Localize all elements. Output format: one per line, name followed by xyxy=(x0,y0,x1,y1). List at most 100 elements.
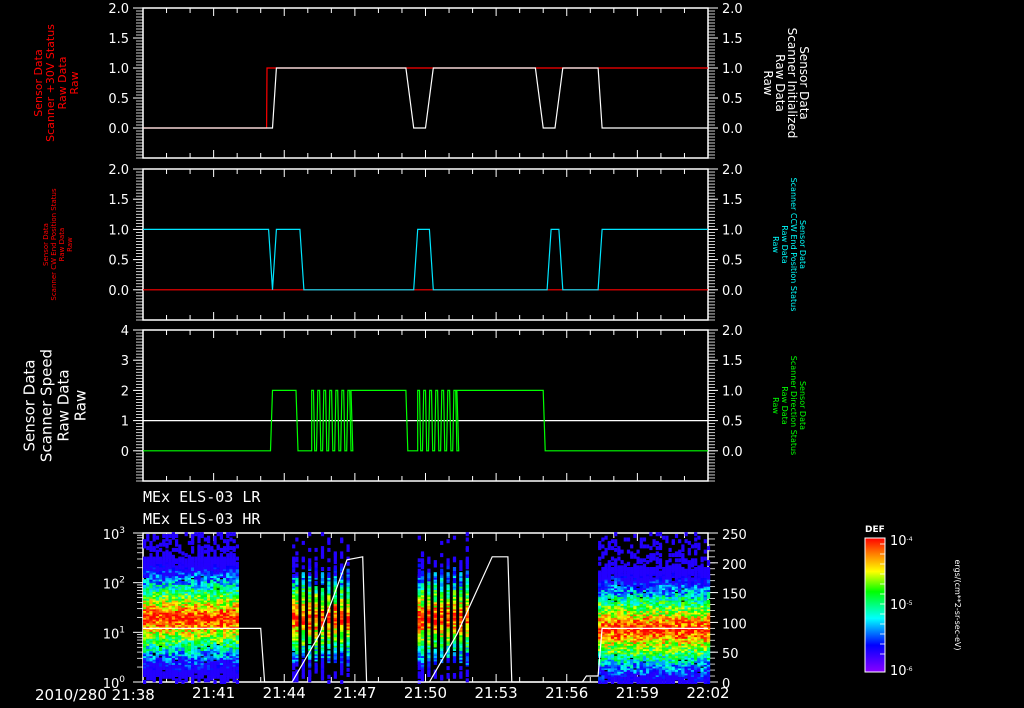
spectrogram-cell xyxy=(203,537,207,542)
axis-label: 21:44 xyxy=(263,684,306,702)
spectrogram-cell xyxy=(614,678,618,683)
spectrogram-cell xyxy=(452,652,457,657)
spectrogram-cell xyxy=(184,647,188,651)
spectrogram-cell xyxy=(226,572,230,577)
axis-label: 1.5 xyxy=(108,32,129,47)
spectrogram-cell xyxy=(152,546,156,551)
spectrogram-cell xyxy=(452,657,457,662)
spectrogram-cell xyxy=(314,547,318,552)
spectrogram-cell xyxy=(171,589,175,594)
spectrogram-cell xyxy=(194,664,198,669)
spectrogram-cell xyxy=(610,556,615,561)
spectrogram-cell xyxy=(178,664,182,669)
axis-label: Telemetry xyxy=(778,574,793,639)
spectrogram-cell xyxy=(327,589,331,594)
spectrogram-cell xyxy=(607,600,611,604)
spectrogram-cell xyxy=(614,655,618,660)
spectrogram-cell xyxy=(187,645,191,650)
spectrogram-cell xyxy=(301,565,305,570)
spectrogram-cell xyxy=(184,580,188,585)
spectrogram-cell xyxy=(149,553,153,558)
spectrogram-cell xyxy=(159,678,163,683)
spectrogram-cell xyxy=(636,575,640,580)
spectrogram-cell xyxy=(165,549,169,554)
spectrogram-cell xyxy=(197,648,201,653)
spectrogram-cell xyxy=(200,589,204,594)
spectrogram-cell xyxy=(617,556,621,561)
axis-label: 0.0 xyxy=(108,122,129,137)
spectrogram-cell xyxy=(633,553,637,558)
spectrogram-cell xyxy=(168,539,172,544)
spectrogram-cell xyxy=(219,553,223,558)
spectrogram-cell xyxy=(320,553,325,558)
spectrogram-cell xyxy=(433,563,437,568)
spectrogram-cell xyxy=(162,660,166,665)
spectrogram-cell xyxy=(446,561,450,566)
spectrogram-cell xyxy=(333,551,337,556)
spectrogram-cell xyxy=(420,551,425,556)
spectrogram-cell xyxy=(171,532,175,537)
spectrogram-cell xyxy=(417,666,421,671)
spectrogram-cell xyxy=(633,662,637,667)
spectrogram-cell xyxy=(165,534,169,538)
spectrogram-cell xyxy=(446,539,450,544)
spectrogram-cell xyxy=(210,556,214,561)
axis-label: 200 xyxy=(722,558,747,573)
spectrogram-cell xyxy=(155,580,159,585)
spectrogram-cell xyxy=(232,648,236,653)
axis-label: Unitless xyxy=(764,582,779,634)
axis-label: 21:41 xyxy=(192,684,235,702)
spectrogram-cell xyxy=(171,535,175,540)
spectrogram-cell xyxy=(232,669,236,674)
spectrogram-cell xyxy=(617,653,621,658)
spectrogram-cell xyxy=(649,556,653,561)
spectrogram-cell xyxy=(459,671,463,676)
spectrogram-cell xyxy=(184,586,188,591)
spectrogram-cell xyxy=(152,648,156,653)
spectrogram-cell xyxy=(194,572,198,577)
spectrogram-cell xyxy=(465,570,469,575)
spectrogram-cell xyxy=(207,551,211,556)
spectrogram-cell xyxy=(197,577,201,582)
axis-label: 2.0 xyxy=(722,163,743,178)
spectrogram-cell xyxy=(175,558,179,563)
spectrogram-cell xyxy=(607,589,611,594)
spectrogram-cell xyxy=(191,556,195,561)
spectrogram-cell xyxy=(465,657,469,662)
spectrogram-cell xyxy=(642,537,647,542)
spectrogram-cell xyxy=(652,577,656,582)
spectrogram-cell xyxy=(165,554,169,559)
spectrogram-cell xyxy=(213,563,217,568)
spectrogram-cell xyxy=(181,655,185,660)
spectrogram-cell xyxy=(308,678,312,683)
spectrogram-cell xyxy=(159,647,163,651)
spectrogram-cell xyxy=(143,647,147,651)
spectrogram-cell xyxy=(314,586,318,591)
spectrogram-cell xyxy=(207,554,211,559)
spectrogram-cell xyxy=(604,535,608,540)
spectrogram-cell xyxy=(327,650,331,655)
spectrogram-cell xyxy=(598,570,602,575)
spectrogram-cell xyxy=(633,594,637,599)
spectrogram-cell xyxy=(159,563,163,568)
spectrogram-cell xyxy=(340,551,344,556)
spectrogram-cell xyxy=(630,567,634,571)
spectrogram-cell xyxy=(175,678,179,683)
spectrogram-cell xyxy=(308,572,312,577)
spectrogram-cell xyxy=(639,540,643,545)
spectrogram-cell xyxy=(646,544,650,549)
spectrogram-cell xyxy=(427,568,431,573)
axis-label: 0.5 xyxy=(722,254,743,269)
spectrogram-cell xyxy=(159,556,163,561)
spectrogram-cell xyxy=(152,586,156,591)
spectrogram-cell xyxy=(630,554,634,559)
spectrogram-cell xyxy=(178,547,182,552)
spectrogram-cell xyxy=(633,669,637,674)
spectrogram-cell xyxy=(433,660,437,665)
spectrogram-cell xyxy=(417,647,421,651)
spectrogram-cell xyxy=(146,676,150,681)
spectrogram-cell xyxy=(229,537,233,542)
spectrogram-cell xyxy=(642,680,647,684)
spectrogram-cell xyxy=(207,678,211,683)
axis-label: Raw Data xyxy=(56,57,69,110)
